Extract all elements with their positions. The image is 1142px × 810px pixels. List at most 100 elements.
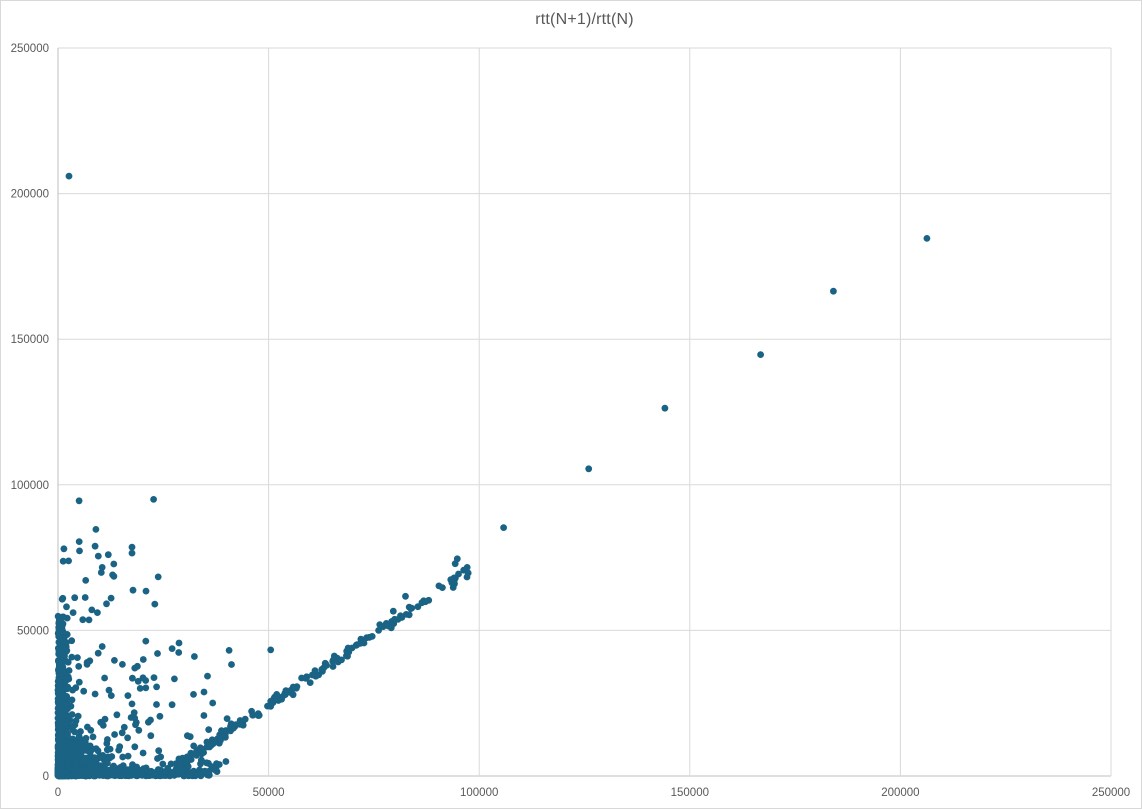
data-point [661,404,669,412]
data-point [338,656,345,664]
y-tick-label: 200000 [11,189,49,201]
data-point [193,752,201,759]
data-point [190,691,197,698]
data-point [104,551,112,559]
data-point [318,666,326,673]
data-point [80,687,88,695]
data-point [56,722,64,730]
data-point [225,647,233,654]
data-point [154,650,161,657]
data-point [168,645,176,652]
y-tick-label: 100000 [11,480,49,492]
data-point [128,549,136,557]
data-point [116,743,124,751]
data-point [329,663,337,670]
data-point [162,768,169,775]
data-point [67,751,75,759]
data-point [228,661,235,668]
data-point [184,772,192,779]
data-point [150,496,158,503]
data-point [139,749,147,757]
data-point [64,673,72,681]
data-point [74,654,81,661]
data-point [55,764,62,771]
data-point [585,465,593,473]
data-point [131,664,139,672]
data-point [357,640,364,647]
data-point [65,667,73,674]
data-point [75,663,83,670]
data-point [97,569,105,576]
data-point [159,760,167,768]
data-point [65,557,72,565]
data-point [402,592,409,600]
data-point [124,692,132,699]
chart-title: rtt(N+1)/rtt(N) [535,11,634,28]
data-point [289,683,297,691]
data-point [120,723,128,731]
data-point [76,743,84,750]
x-tick-label: 100000 [460,787,498,799]
data-point [107,594,115,602]
data-point [124,752,132,760]
data-point [757,351,764,358]
data-point [142,637,150,645]
data-point [98,564,106,571]
data-point [142,677,150,684]
data-point [71,728,78,736]
data-point [267,702,275,710]
data-point [73,772,81,779]
data-point [94,763,102,770]
data-point [103,600,110,608]
data-point [83,772,91,779]
data-point [151,600,159,608]
data-point [87,726,95,734]
data-point [270,695,278,702]
data-point [107,692,115,699]
data-point [308,671,316,679]
data-point [133,763,141,771]
data-point [124,734,131,742]
data-point [128,700,136,708]
data-point [145,718,152,726]
data-point [209,699,217,707]
data-point [94,609,101,616]
data-point [135,726,143,734]
data-point [83,659,91,666]
data-point [71,594,79,602]
data-point [87,748,94,756]
data-point [217,736,224,744]
data-point [117,765,125,772]
data-point [375,627,382,634]
data-point [435,582,443,590]
data-point [77,728,84,735]
data-point [119,753,127,761]
data-point [106,754,114,762]
data-point [175,639,183,647]
data-point [69,609,77,616]
data-point [59,594,67,602]
data-point [92,526,100,533]
data-point [64,732,71,739]
data-point [366,633,373,641]
data-point [109,766,116,774]
data-point [61,700,69,708]
data-point [168,701,176,709]
data-point [344,652,351,660]
data-point [85,762,93,769]
x-tick-label: 200000 [881,787,919,799]
data-point [389,607,397,615]
data-point [249,711,257,719]
data-point [81,594,89,601]
data-point [267,646,275,654]
x-tick-label: 0 [55,787,61,799]
data-point [175,649,183,656]
data-point [227,727,235,735]
data-point [154,573,162,581]
data-point [197,745,204,753]
data-point [63,639,70,646]
data-point [94,552,102,560]
data-point [56,679,63,687]
data-point [302,674,310,682]
data-point [306,679,314,686]
